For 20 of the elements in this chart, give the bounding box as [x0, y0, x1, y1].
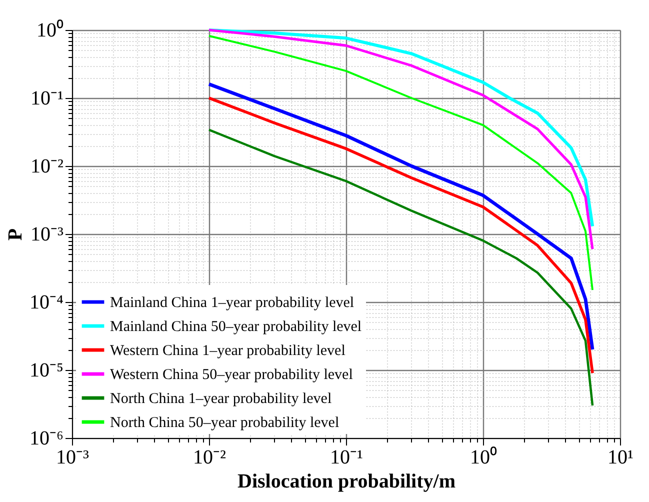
x-axis-title: Dislocation probability/m	[238, 470, 456, 492]
x-tick-label: 10¹	[608, 446, 634, 468]
y-tick-label: 10⁻⁶	[30, 428, 64, 450]
legend-label: Western China 50–year probability level	[110, 367, 353, 383]
x-tick-label: 10⁻¹	[330, 446, 363, 468]
legend-label: North China 50–year probability level	[110, 415, 340, 431]
y-axis-title: P	[4, 228, 27, 241]
legend-label: Western China 1–year probability level	[110, 343, 346, 359]
y-tick-label: 10⁻²	[30, 156, 64, 178]
y-tick-label: 10⁰	[36, 18, 64, 42]
legend-label: Mainland China 1–year probability level	[110, 295, 354, 311]
x-tick-label: 10⁻³	[56, 446, 89, 468]
x-tick-label: 10⁻²	[193, 446, 226, 468]
y-tick-label: 10⁻³	[30, 224, 64, 246]
x-tick-label: 10⁰	[470, 446, 497, 468]
legend-label: Mainland China 50–year probability level	[110, 319, 362, 335]
y-tick-label: 10⁻⁵	[30, 360, 64, 382]
legend-label: North China 1–year probability level	[110, 391, 332, 407]
y-tick-label: 10⁻¹	[30, 88, 64, 110]
y-tick-label: 10⁻⁴	[30, 292, 64, 314]
